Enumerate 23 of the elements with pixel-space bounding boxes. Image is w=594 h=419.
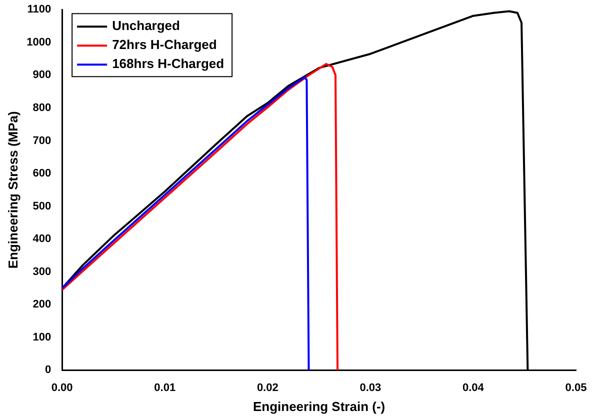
legend-label: Uncharged (112, 18, 180, 34)
x-tick-label: 0.04 (462, 382, 485, 394)
x-tick-label: 0.05 (565, 382, 587, 394)
y-tick-label: 1000 (26, 36, 52, 48)
y-tick-label: 200 (32, 298, 52, 311)
x-tick-label: 0.02 (256, 382, 278, 394)
y-tick-label: 1100 (27, 4, 52, 16)
x-axis-title: Engineering Strain (-) (252, 398, 386, 414)
y-tick-label: 500 (32, 200, 52, 212)
legend-label: 168hrs H-Charged (112, 56, 224, 72)
y-tick-label: 700 (32, 134, 52, 147)
y-tick-label: 800 (32, 102, 52, 114)
legend-label: 72hrs H-Charged (112, 37, 217, 52)
y-tick-label: 400 (32, 233, 52, 246)
y-tick-label: 300 (32, 266, 52, 278)
x-tick-label: 0.00 (51, 382, 73, 394)
x-tick-label: 0.01 (154, 382, 176, 394)
x-tick-label: 0.03 (360, 382, 382, 394)
y-tick-label: 900 (32, 69, 52, 82)
y-axis-title: Engineering Stress (MPa) (5, 111, 20, 269)
y-tick-label: 100 (32, 331, 52, 344)
y-tick-label: 600 (32, 168, 52, 180)
y-tick-label: 0 (44, 364, 52, 376)
